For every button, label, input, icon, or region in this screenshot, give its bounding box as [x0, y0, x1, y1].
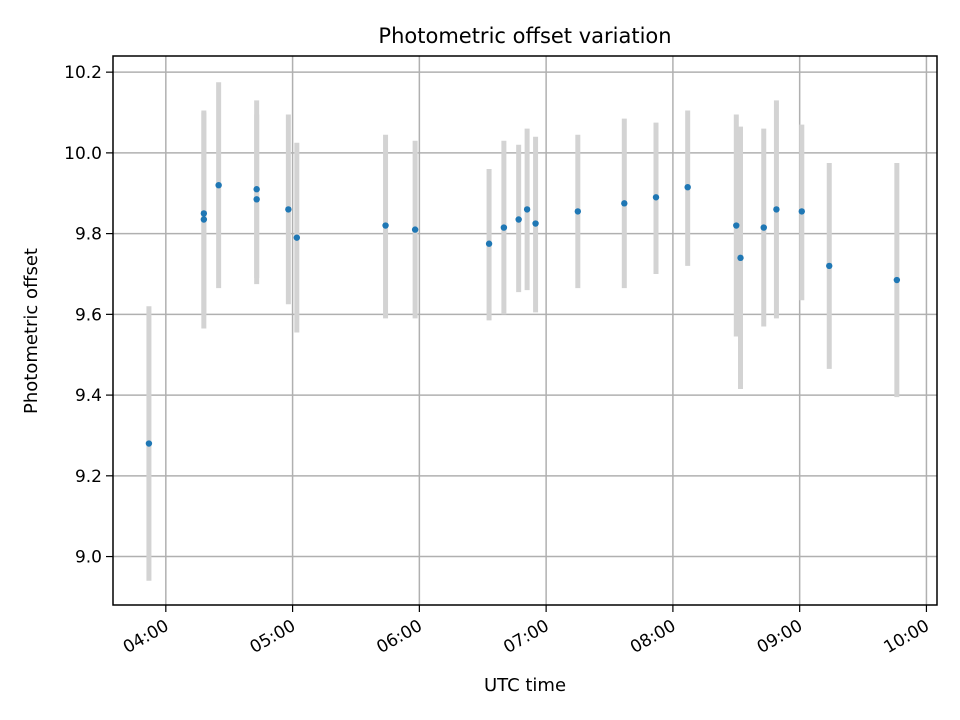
- x-axis-label: UTC time: [484, 675, 566, 696]
- data-point: [798, 208, 805, 215]
- plot-frame: [112, 55, 938, 606]
- data-point: [411, 226, 419, 233]
- chart-title: Photometric offset variation: [378, 24, 671, 48]
- data-point: [485, 240, 493, 247]
- data-point: [200, 216, 208, 223]
- data-point: [523, 206, 531, 213]
- data-point: [253, 186, 260, 193]
- data-point: [215, 181, 222, 189]
- data-point: [574, 208, 582, 215]
- y-tick-label: 9.4: [75, 386, 102, 406]
- data-point: [145, 440, 153, 447]
- data-point: [760, 224, 767, 231]
- data-point: [652, 194, 660, 201]
- data-point: [253, 196, 260, 203]
- y-axis-label: Photometric offset: [21, 248, 42, 414]
- data-point: [200, 210, 208, 217]
- y-tick-label: 9.0: [75, 548, 102, 568]
- data-point: [684, 183, 691, 191]
- data-point: [382, 222, 389, 229]
- data-point: [773, 206, 780, 213]
- data-point: [826, 262, 833, 270]
- data-point: [893, 276, 901, 284]
- y-tick-label: 10.2: [64, 63, 102, 83]
- data-point: [500, 224, 508, 231]
- y-tick-label: 10.0: [64, 144, 102, 164]
- data-point: [293, 234, 301, 241]
- data-point: [621, 200, 628, 207]
- data-points: [145, 181, 901, 447]
- data-point: [737, 254, 744, 262]
- data-point: [285, 206, 292, 213]
- data-point: [515, 216, 522, 223]
- y-tick-label: 9.2: [75, 467, 102, 487]
- data-point: [733, 222, 740, 229]
- y-tick-label: 9.8: [75, 225, 102, 245]
- y-axis-ticks: 9.0 9.2 9.4 9.6 9.8 10.0 10.2: [64, 63, 113, 568]
- data-point: [532, 220, 539, 227]
- y-tick-label: 9.6: [75, 305, 102, 325]
